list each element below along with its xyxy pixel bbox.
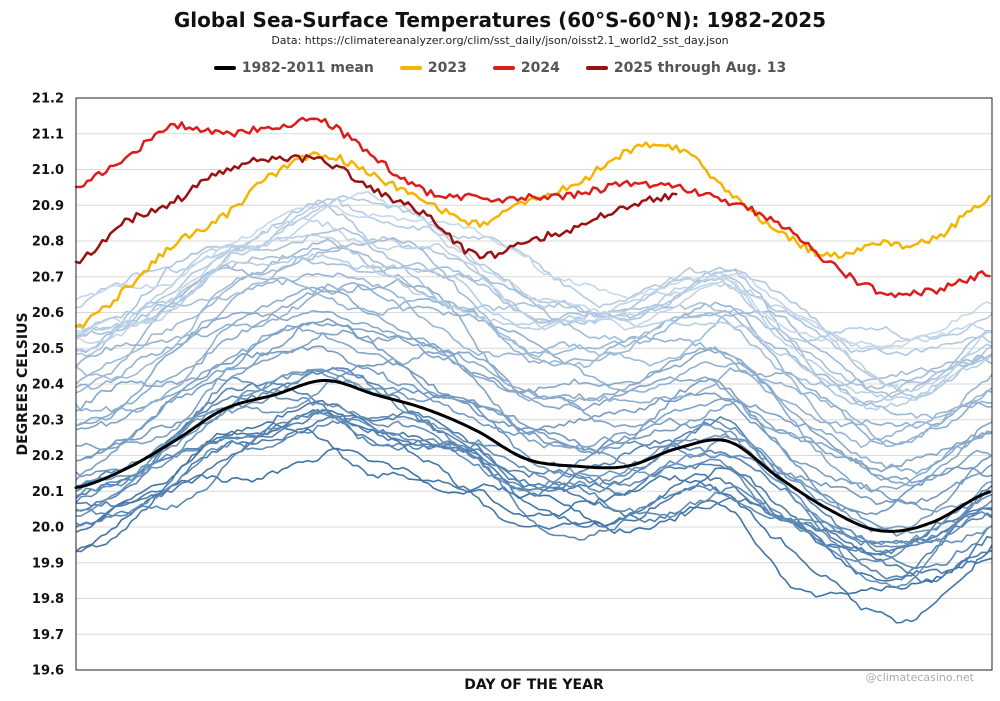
background-year-line	[75, 411, 993, 556]
legend-label-mean: 1982-2011 mean	[241, 60, 374, 76]
background-year-line	[75, 411, 993, 556]
watermark: @climatecasino.net	[865, 671, 974, 684]
background-year-line	[75, 368, 993, 506]
chart-title: Global Sea-Surface Temperatures (60°S-60…	[173, 8, 827, 32]
background-year-line	[75, 345, 993, 533]
legend-item-2023: 2023	[399, 60, 467, 76]
legend-swatch-2023	[399, 66, 422, 70]
chart-legend: 1982-2011 mean 2023 2024 2025 through Au…	[0, 60, 1000, 76]
y-tick-label: 20.1	[32, 485, 64, 500]
y-tick-label: 20.8	[32, 235, 64, 250]
background-year-line	[75, 205, 993, 351]
y-tick-label: 21.2	[32, 92, 64, 107]
y-tick-labels: 19.6 19.7 19.8 19.9 20.0 20.1 20.2 20.3 20.4 20.5…	[32, 92, 64, 679]
y-tick-label: 20.7	[32, 270, 64, 285]
y-tick-label: 20.9	[32, 199, 64, 214]
y-tick-label: 20.2	[32, 449, 64, 464]
chart-subtitle: Data: https://climatereanalyzer.org/clim…	[271, 34, 729, 47]
background-year-line	[75, 447, 993, 598]
series-line-mean	[74, 378, 991, 533]
background-year-line	[75, 234, 993, 401]
background-year-line	[75, 236, 993, 390]
background-year-line	[75, 278, 993, 448]
background-year-line	[75, 408, 993, 548]
y-tick-label: 19.9	[32, 556, 64, 571]
background-year-line	[75, 190, 993, 350]
background-year-line	[75, 399, 993, 584]
series-line-2024	[74, 116, 991, 299]
legend-item-mean: 1982-2011 mean	[213, 60, 374, 76]
y-tick-label: 19.7	[32, 628, 64, 643]
y-tick-label: 19.6	[32, 664, 64, 679]
background-year-line	[75, 194, 993, 357]
legend-label-2024: 2024	[520, 60, 560, 76]
legend-swatch-2025	[585, 66, 608, 70]
background-year-line	[75, 309, 993, 493]
background-year-line	[75, 197, 993, 343]
legend-item-2025: 2025 through Aug. 13	[585, 60, 787, 76]
y-tick-label: 21.1	[32, 127, 64, 142]
series-layer	[74, 116, 991, 533]
x-axis-label: DAY OF THE YEAR	[464, 677, 604, 693]
background-year-line	[75, 264, 993, 448]
y-tick-label: 20.6	[32, 306, 64, 321]
background-year-line	[75, 381, 993, 580]
legend-swatch-mean	[213, 66, 236, 70]
y-tick-label: 20.5	[32, 342, 64, 357]
y-axis-label: DEGREES CELSIUS	[15, 312, 31, 455]
y-tick-label: 20.3	[32, 413, 64, 428]
legend-item-2024: 2024	[492, 60, 560, 76]
background-year-line	[75, 317, 993, 513]
background-years-layer	[75, 190, 993, 624]
background-year-line	[75, 238, 993, 419]
plot-frame	[75, 97, 993, 671]
background-year-line	[75, 253, 993, 411]
legend-label-2025: 2025 through Aug. 13	[613, 60, 787, 76]
background-year-line	[75, 282, 993, 428]
background-year-line	[75, 286, 993, 475]
background-year-line	[75, 421, 993, 624]
background-year-line	[75, 409, 993, 582]
legend-label-2023: 2023	[427, 60, 467, 76]
background-year-line	[75, 408, 993, 570]
background-year-line	[75, 255, 993, 399]
y-tick-label: 20.4	[32, 378, 64, 393]
background-year-line	[75, 247, 993, 388]
y-tick-label: 19.8	[32, 592, 64, 607]
series-line-2025	[74, 154, 678, 265]
legend-swatch-2024	[492, 66, 515, 70]
y-tick-label: 20.0	[32, 521, 64, 536]
background-year-line	[75, 325, 993, 487]
background-year-line	[75, 321, 993, 484]
background-year-line	[75, 217, 993, 392]
y-tick-label: 21.0	[32, 163, 64, 178]
